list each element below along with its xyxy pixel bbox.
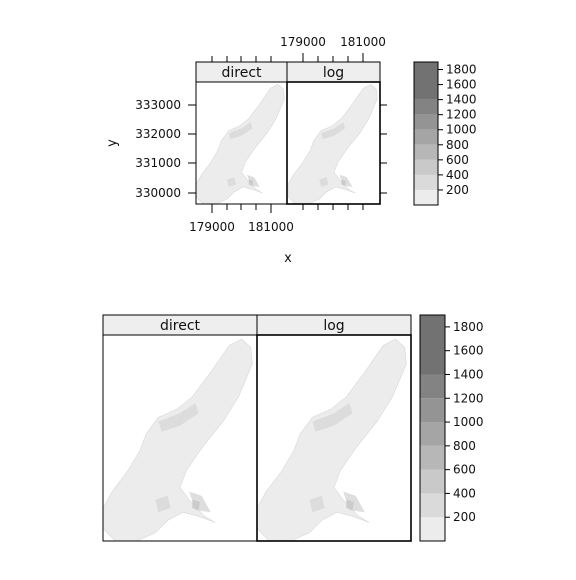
key-tick-label: 1800 [453,320,484,334]
study-area [288,84,378,204]
key-color-box [420,315,445,375]
value-patch [321,122,345,140]
value-patch [346,499,354,511]
key-tick-label: 800 [446,138,469,152]
x-axis-title: x [284,251,292,266]
value-patch [158,403,199,432]
key-tick-label: 1600 [453,344,484,358]
key-tick-label: 1400 [453,367,484,381]
key-color-box [420,517,445,541]
y-axis-title: y [105,139,120,147]
value-patch [341,179,346,186]
color-key-bottom: 200 400 600 800 1000 1200 1400 1600 1800 [419,314,484,542]
value-patch [309,495,325,513]
key-color-box [414,144,438,160]
key-tick-label: 200 [453,510,476,524]
top-chart: direct log [105,35,477,266]
key-color-box [414,99,438,115]
value-patch [248,179,254,186]
value-patch [226,177,236,187]
map-log-top [288,84,378,204]
value-patch [155,495,171,513]
panel-frame-log-bottom [256,334,412,542]
map-direct-top [196,84,285,204]
key-tick-label: 1400 [446,93,477,107]
key-frame [413,61,439,206]
value-patch [319,177,329,187]
study-area [196,84,285,204]
x-tick-label-bottom-179000: 179000 [189,220,235,234]
y-tick-label-332000: 332000 [135,127,181,141]
key-tick-label: 1000 [453,415,484,429]
key-tick-label: 800 [453,439,476,453]
key-tick-label: 1200 [446,108,477,122]
key-color-box [420,398,445,423]
value-patch [192,499,200,511]
key-color-box [420,374,445,399]
x-tick-label-bottom-181000: 181000 [248,220,294,234]
y-tick-label-331000: 331000 [135,156,181,170]
key-color-box [414,62,438,100]
key-color-box [414,174,438,190]
key-tick-label: 1600 [446,78,477,92]
key-tick-label: 400 [453,486,476,500]
map-log-bottom [257,338,407,541]
tick-marks-top [188,53,387,213]
key-color-box [420,445,445,470]
key-color-box [414,129,438,145]
x-tick-label-top-179000: 179000 [280,35,326,49]
key-tick-label: 1800 [446,63,477,77]
key-color-box [414,114,438,130]
key-tick-label: 400 [446,168,469,182]
study-area [103,338,253,541]
bottom-chart: direct log 200 400 600 800 1000 1200 1400 1600 1… [102,314,484,542]
y-tick-label-333000: 333000 [135,98,181,112]
key-color-box [414,159,438,175]
key-color-box [420,469,445,494]
map-direct-bottom [103,338,253,541]
strip-label-log-top: log [323,65,344,81]
value-patch [228,122,253,140]
y-tick-label-330000: 330000 [135,186,181,200]
key-tick-label: 200 [446,183,469,197]
key-tick-label: 600 [446,153,469,167]
key-color-box [420,422,445,446]
strip-label-log-bottom: log [323,318,344,334]
value-patch [312,403,353,432]
x-tick-label-top-181000: 181000 [340,35,386,49]
strip-label-direct-top: direct [221,65,262,81]
key-tick-label: 1200 [453,391,484,405]
key-tick-label: 1000 [446,123,477,137]
key-tick-label: 600 [453,463,476,477]
key-color-box [414,189,438,205]
key-frame [419,314,446,542]
study-area [257,338,407,541]
key-color-box [420,493,445,518]
strip-label-direct-bottom: direct [160,318,201,334]
